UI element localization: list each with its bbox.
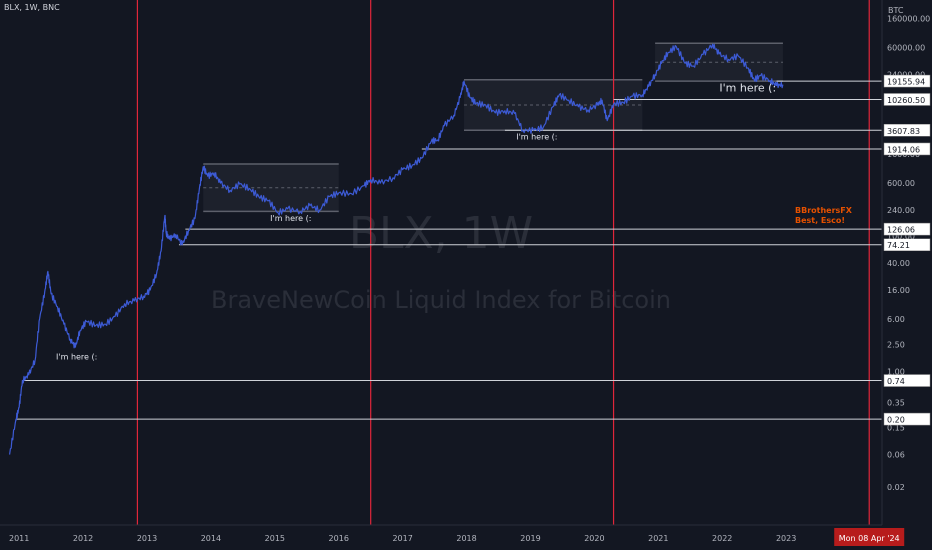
y-tick-label-8: 240.00 [887,206,915,215]
level-badge-label-3: 3607.83 [887,127,920,136]
x-tick-label-3: 2013 [137,534,157,543]
x-tick-label-4: 2014 [201,534,221,543]
level-badge-label-2: 10260.50 [887,96,925,105]
y-tick-label-11: 16.00 [887,286,910,295]
level-badge-3 [883,124,931,137]
x-tick-label-9: 2019 [520,534,540,543]
annotation-1: I'm here (: [56,353,97,362]
x-tick-label-7: 2017 [392,534,412,543]
y-tick-label-10: 40.00 [887,259,910,268]
x-tick-label-12: 2022 [712,534,732,543]
x-tick-label-6: 2016 [329,534,349,543]
y-tick-label-7: 600.00 [887,179,915,188]
watermark-subtitle: BraveNewCoin Liquid Index for Bitcoin [211,286,671,314]
y-axis-panel [882,0,932,550]
y-tick-label-12: 6.00 [887,315,905,324]
x-tick-label-2: 2012 [73,534,93,543]
level-badge-label-8: 0.20 [887,416,905,425]
date-marker-label: Mon 08 Apr '24 [839,534,900,543]
y-tick-label-13: 2.50 [887,341,905,350]
annotation-2: I'm here (: [270,214,311,223]
price-line [9,43,784,455]
level-badge-label-1: 19155.94 [887,78,925,87]
level-badge-6 [883,238,931,251]
x-tick-label-10: 2020 [584,534,604,543]
range-box-2 [464,79,643,131]
symbol-header: BLX, 1W, BNC [4,3,60,12]
level-badge-label-6: 74.21 [887,241,910,250]
x-tick-label-13: 2023 [776,534,796,543]
y-tick-label-18: 0.02 [887,483,905,492]
annotation-3: I'm here (: [516,132,557,141]
y-tick-label-1: 160000.00 [887,15,930,24]
y-tick-label-9: 100.00 [887,232,915,241]
date-marker-badge [834,528,905,546]
level-badge-label-4: 1914.06 [887,145,920,154]
level-badge-1 [883,74,931,88]
y-tick-label-14: 1.00 [887,368,905,377]
y-tick-label-16: 0.15 [887,424,905,433]
level-badge-4 [883,142,931,156]
x-tick-label-1: 2011 [9,534,29,543]
level-badge-8 [883,412,931,426]
level-badge-2 [883,93,931,106]
x-tick-label-11: 2021 [648,534,668,543]
x-axis-panel [0,525,932,550]
level-badge-label-7: 0.74 [887,377,905,386]
level-badge-7 [883,374,931,387]
y-tick-label-15: 0.35 [887,399,905,408]
author-note-line-2: Best, Esco! [795,216,845,225]
level-badge-5 [883,222,931,236]
y-tick-label-2: 60000.00 [887,43,925,52]
watermark-title: BLX, 1W [349,208,533,259]
x-tick-label-8: 2018 [456,534,476,543]
x-tick-label-5: 2015 [265,534,285,543]
level-badge-label-5: 126.06 [887,226,915,235]
author-note-line-1: BBrothersFX [795,206,853,215]
currency-label: BTC [888,6,904,15]
y-tick-label-17: 0.06 [887,451,905,460]
annotation-4: I'm here (: [719,81,776,94]
